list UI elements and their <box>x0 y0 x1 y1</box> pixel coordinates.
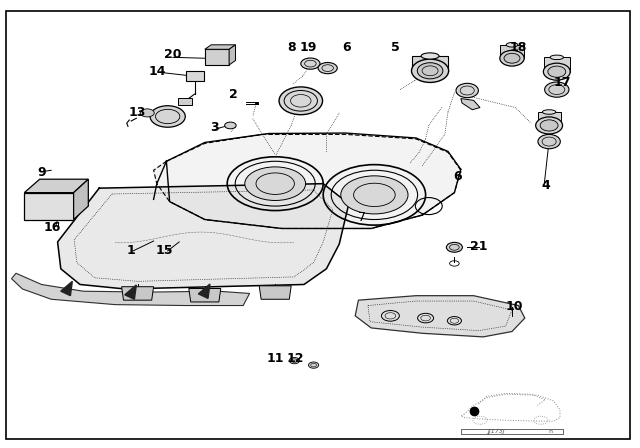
Text: 7: 7 <box>358 211 365 224</box>
Polygon shape <box>538 112 561 125</box>
Text: 20: 20 <box>164 48 182 61</box>
Ellipse shape <box>244 167 306 201</box>
Polygon shape <box>74 179 88 220</box>
Ellipse shape <box>318 62 337 74</box>
Text: n: n <box>548 429 552 434</box>
Ellipse shape <box>545 82 569 97</box>
Polygon shape <box>125 285 136 299</box>
Ellipse shape <box>504 53 520 63</box>
Polygon shape <box>198 284 210 298</box>
Text: 4: 4 <box>541 179 550 193</box>
Ellipse shape <box>536 117 563 134</box>
Text: 17: 17 <box>553 76 571 90</box>
Polygon shape <box>229 45 236 65</box>
Polygon shape <box>259 286 291 299</box>
Text: 15: 15 <box>156 244 173 258</box>
Ellipse shape <box>279 87 323 115</box>
Ellipse shape <box>289 358 300 364</box>
Polygon shape <box>122 287 154 300</box>
Ellipse shape <box>412 59 449 82</box>
Ellipse shape <box>308 362 319 368</box>
Polygon shape <box>24 193 74 220</box>
Ellipse shape <box>548 66 566 78</box>
Ellipse shape <box>543 63 570 80</box>
Polygon shape <box>12 273 250 306</box>
Text: 8: 8 <box>287 40 296 54</box>
Polygon shape <box>24 179 88 193</box>
Text: JJ173J: JJ173J <box>487 429 505 434</box>
Text: 14: 14 <box>148 65 166 78</box>
Ellipse shape <box>543 110 556 114</box>
Text: 12: 12 <box>287 352 305 365</box>
Text: 2: 2 <box>229 87 238 101</box>
Polygon shape <box>61 281 72 296</box>
Ellipse shape <box>506 43 518 47</box>
Ellipse shape <box>500 51 524 66</box>
Ellipse shape <box>340 176 408 214</box>
Text: 13: 13 <box>129 106 147 120</box>
Polygon shape <box>154 134 461 228</box>
Bar <box>186 71 204 81</box>
Text: 16: 16 <box>44 220 61 234</box>
Text: 6: 6 <box>453 170 462 184</box>
Ellipse shape <box>538 134 561 149</box>
Polygon shape <box>355 296 525 337</box>
Text: 21: 21 <box>470 240 488 253</box>
Bar <box>178 98 192 105</box>
Text: 11: 11 <box>266 352 284 365</box>
Polygon shape <box>500 45 524 58</box>
Ellipse shape <box>456 83 479 98</box>
Polygon shape <box>544 57 570 72</box>
Text: 19: 19 <box>300 40 317 54</box>
Text: 3: 3 <box>210 121 219 134</box>
Polygon shape <box>205 45 236 49</box>
Text: 6: 6 <box>342 40 351 54</box>
Text: 9: 9 <box>37 166 46 179</box>
Ellipse shape <box>540 120 558 131</box>
Ellipse shape <box>421 53 439 59</box>
Ellipse shape <box>417 63 443 79</box>
Ellipse shape <box>150 106 186 127</box>
Text: 1: 1 <box>127 244 136 258</box>
Ellipse shape <box>301 58 320 69</box>
Text: 5: 5 <box>391 40 400 54</box>
Polygon shape <box>189 289 221 302</box>
Polygon shape <box>58 184 349 289</box>
Ellipse shape <box>550 55 564 60</box>
Ellipse shape <box>225 122 236 129</box>
Text: 10: 10 <box>505 300 523 314</box>
Ellipse shape <box>140 109 154 117</box>
Polygon shape <box>461 99 480 110</box>
Ellipse shape <box>447 242 463 252</box>
Polygon shape <box>412 56 448 71</box>
Bar <box>205 49 229 65</box>
Text: 18: 18 <box>509 40 527 54</box>
